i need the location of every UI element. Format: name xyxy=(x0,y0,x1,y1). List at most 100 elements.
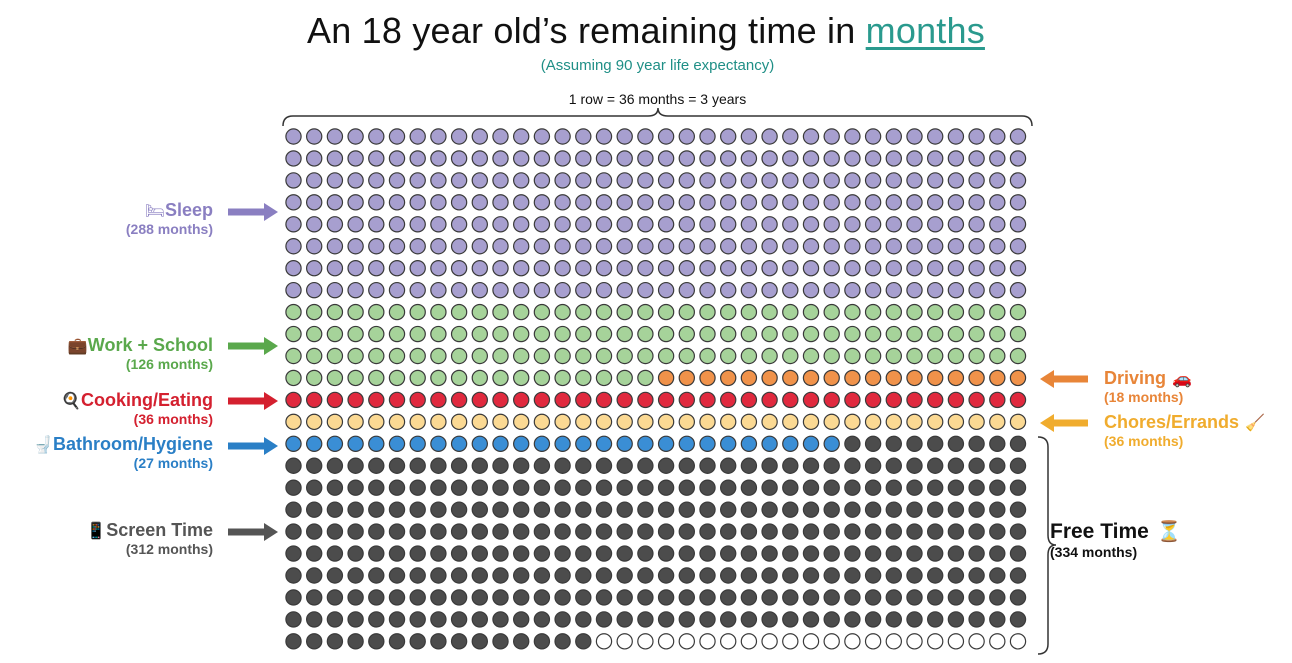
month-dot xyxy=(802,150,820,167)
month-dot xyxy=(1009,633,1027,650)
month-dot xyxy=(554,479,571,496)
month-dot xyxy=(947,303,965,321)
free-time-brace xyxy=(1037,436,1057,655)
month-dot xyxy=(575,413,592,431)
month-dot xyxy=(409,545,426,562)
month-dot xyxy=(968,589,985,606)
month-dot xyxy=(844,216,861,233)
month-dot xyxy=(533,589,551,606)
month-dot xyxy=(616,413,633,431)
month-dot xyxy=(844,303,861,321)
month-dot xyxy=(844,545,861,562)
month-dot xyxy=(657,347,675,365)
month-dot xyxy=(306,128,323,145)
month-dot xyxy=(595,589,613,606)
month-dot xyxy=(802,457,820,474)
month-dot xyxy=(450,413,468,431)
month-dot xyxy=(409,194,426,211)
month-dot xyxy=(989,347,1006,365)
month-dot xyxy=(761,325,778,343)
month-dot xyxy=(533,216,551,233)
month-dot xyxy=(513,567,530,584)
month-dot xyxy=(306,303,323,321)
month-dot xyxy=(761,172,778,189)
month-dot xyxy=(823,501,840,518)
month-dot xyxy=(720,303,737,321)
month-dot xyxy=(554,347,571,365)
month-dot xyxy=(864,413,882,431)
month-dot xyxy=(782,589,799,606)
month-dot xyxy=(947,194,965,211)
month-dot xyxy=(347,216,364,233)
month-dot xyxy=(285,611,302,628)
month-dot xyxy=(823,150,840,167)
cooking-arrow xyxy=(228,392,278,410)
month-dot xyxy=(637,479,654,496)
month-dot xyxy=(616,303,633,321)
month-dot xyxy=(906,369,923,387)
month-dot xyxy=(285,435,302,452)
month-dot xyxy=(388,479,406,496)
month-dot xyxy=(285,633,302,650)
month-dot xyxy=(533,369,551,387)
month-dot xyxy=(285,238,302,255)
month-dot xyxy=(947,128,965,145)
month-dot xyxy=(906,457,923,474)
month-dot xyxy=(471,216,488,233)
month-dot xyxy=(699,501,716,518)
month-dot xyxy=(409,150,426,167)
month-dot xyxy=(450,479,468,496)
month-dot xyxy=(906,128,923,145)
month-dot xyxy=(554,413,571,431)
month-dot xyxy=(306,501,323,518)
month-dot xyxy=(492,347,509,365)
month-dot xyxy=(368,567,385,584)
month-dot xyxy=(492,303,509,321)
month-dot xyxy=(864,501,882,518)
title-highlight: months xyxy=(865,10,985,51)
month-dot xyxy=(885,128,903,145)
month-dot xyxy=(368,150,385,167)
month-dot xyxy=(720,589,737,606)
month-dot xyxy=(802,479,820,496)
month-dot xyxy=(802,435,820,452)
month-dot xyxy=(285,128,302,145)
month-dot xyxy=(823,413,840,431)
month-dot xyxy=(699,567,716,584)
month-dot xyxy=(823,194,840,211)
month-dot xyxy=(388,128,406,145)
month-dot xyxy=(968,128,985,145)
bed-icon: 🛏 xyxy=(144,201,165,220)
month-dot xyxy=(471,479,488,496)
month-dot xyxy=(864,633,882,650)
month-dot xyxy=(554,611,571,628)
month-dot xyxy=(864,457,882,474)
month-dot xyxy=(1009,303,1027,321)
month-dot xyxy=(782,150,799,167)
category-count: (18 months) xyxy=(1104,389,1184,405)
month-dot xyxy=(450,150,468,167)
month-dot xyxy=(823,435,840,452)
free-time-count: (334 months) xyxy=(1050,544,1138,560)
month-dot xyxy=(802,523,820,540)
month-dot xyxy=(306,479,323,496)
month-dot xyxy=(678,457,696,474)
month-dot xyxy=(637,216,654,233)
month-dot xyxy=(595,369,613,387)
month-dot xyxy=(471,303,488,321)
month-dot xyxy=(533,633,551,650)
month-dot xyxy=(533,325,551,343)
month-dot xyxy=(885,172,903,189)
month-dot xyxy=(740,281,758,299)
month-dot xyxy=(802,589,820,606)
month-dot xyxy=(513,260,530,277)
month-dot xyxy=(492,194,509,211)
month-dot xyxy=(513,150,530,167)
free-time-label: Free Time ⏳ (334 months) xyxy=(1050,519,1182,560)
month-dot xyxy=(761,238,778,255)
month-dot xyxy=(989,633,1006,650)
month-dot xyxy=(347,150,364,167)
month-dot xyxy=(513,633,530,650)
month-dot xyxy=(989,325,1006,343)
month-dot xyxy=(885,457,903,474)
